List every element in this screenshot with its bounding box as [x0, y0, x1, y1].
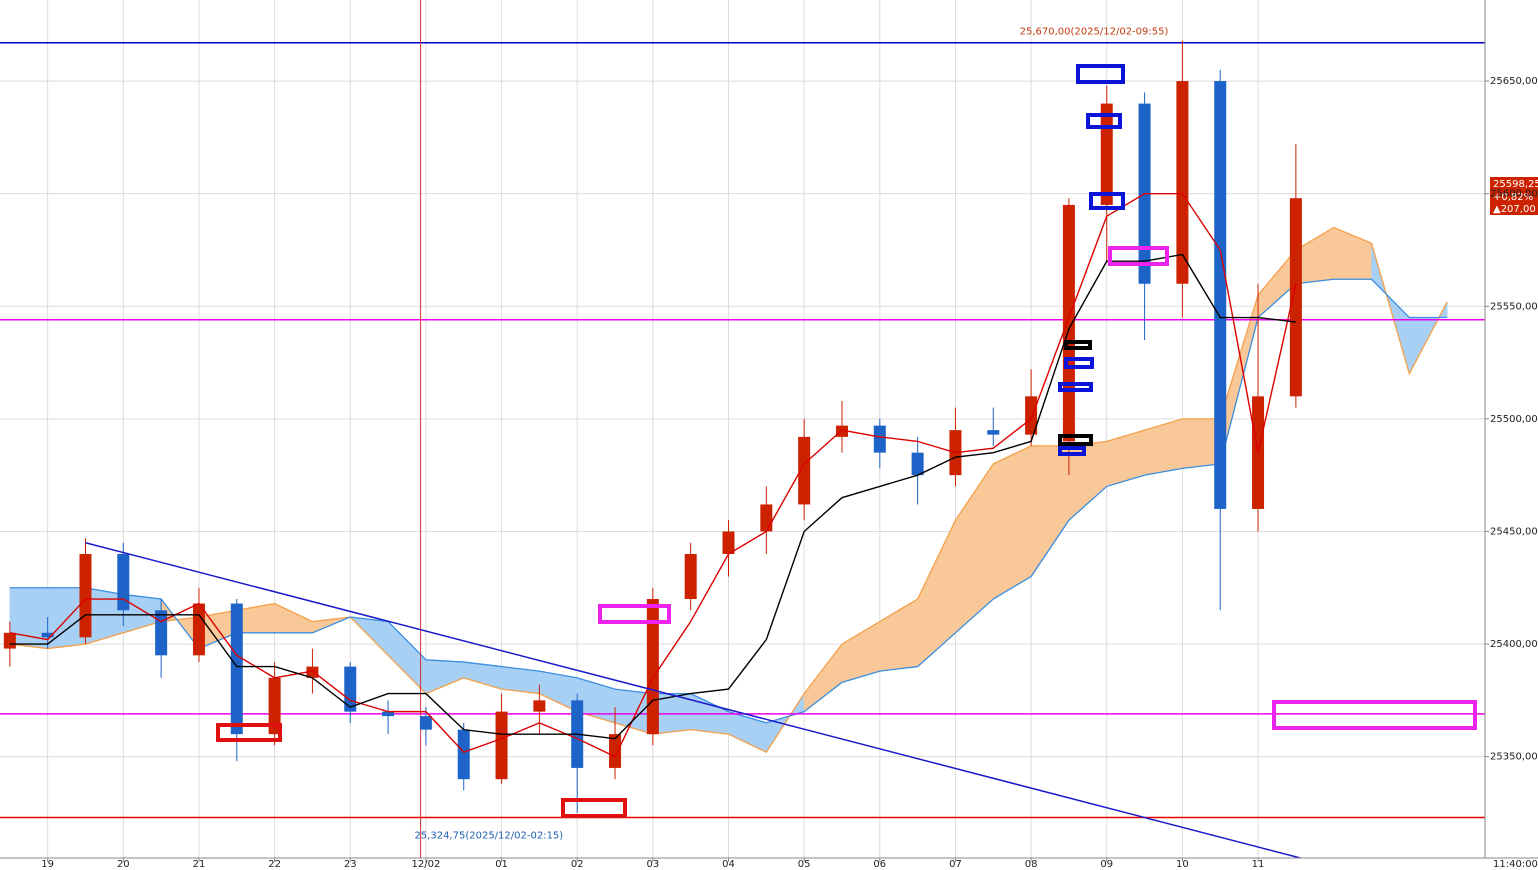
- candle-body: [268, 677, 281, 735]
- candle-body: [760, 504, 773, 532]
- y-tick-label: 25350,00: [1490, 752, 1538, 763]
- y-tick-label: 25550,00: [1490, 301, 1538, 312]
- candle-body: [306, 666, 319, 678]
- cloud-span-a: [9, 226, 1448, 753]
- candle-body: [911, 452, 924, 476]
- drawn-boxes: [216, 64, 1477, 818]
- candle-body: [344, 666, 357, 712]
- candle-body: [1289, 198, 1302, 397]
- candle-body: [155, 610, 168, 656]
- candle-body: [987, 430, 1000, 435]
- candle-body: [684, 553, 697, 600]
- box: [1108, 246, 1169, 266]
- y-tick-label: 25500,00: [1490, 414, 1538, 425]
- box: [1058, 382, 1093, 392]
- x-tick-label: 03: [646, 859, 659, 870]
- x-tick-label: 19: [41, 859, 54, 870]
- box: [1064, 357, 1094, 369]
- candle-body: [533, 700, 546, 712]
- y-tick-label: 25650,00: [1490, 76, 1538, 87]
- cloud-fill: [993, 445, 1032, 600]
- x-end-label: 11:40:00: [1493, 859, 1538, 870]
- x-tick-label: 07: [949, 859, 962, 870]
- x-tick-label: 08: [1025, 859, 1038, 870]
- candle-body: [722, 531, 735, 554]
- y-tick-label: 25600,00: [1490, 189, 1538, 200]
- candle-body: [419, 716, 432, 730]
- candle-body: [1100, 103, 1113, 205]
- candle-body: [230, 603, 243, 735]
- candle-body: [495, 711, 508, 780]
- plot-area: 25,670,00(2025/12/02-09:55) 25,324,75(202…: [0, 0, 1485, 859]
- x-tick-label: 12/02: [411, 859, 440, 870]
- annotation: 25,324,75(2025/12/02-02:15): [414, 830, 563, 841]
- box: [1086, 113, 1122, 129]
- indicator-line: [9, 192, 1297, 758]
- cloud-span-b: [9, 278, 1448, 724]
- trend-line: [85, 541, 1301, 859]
- y-tick-label: 25400,00: [1490, 639, 1538, 650]
- box: [1058, 434, 1093, 446]
- candle-body: [117, 553, 130, 611]
- x-tick-label: 09: [1100, 859, 1113, 870]
- box: [1064, 340, 1092, 350]
- x-tick-label: 20: [117, 859, 130, 870]
- candle-body: [646, 599, 659, 735]
- candle-body: [3, 632, 16, 649]
- candle-body: [457, 729, 470, 780]
- candle-body: [192, 603, 205, 656]
- indicator-line: [9, 253, 1296, 740]
- diff-label: ▲207,00: [1493, 204, 1536, 215]
- price-box: [1490, 177, 1538, 215]
- price-label: 25598,25: [1493, 179, 1538, 190]
- box: [1272, 700, 1477, 730]
- annotation: 25,670,00(2025/12/02-09:55): [1020, 27, 1169, 38]
- box: [1058, 446, 1086, 456]
- y-tick-label: 25450,00: [1490, 526, 1538, 537]
- candle-body: [609, 734, 622, 768]
- change-label: +0,82%: [1493, 192, 1533, 203]
- candle-body: [873, 425, 886, 453]
- box: [216, 723, 282, 742]
- x-tick-label: 01: [495, 859, 508, 870]
- x-tick-label: 05: [798, 859, 811, 870]
- candle-body: [382, 711, 395, 717]
- x-tick-label: 02: [571, 859, 584, 870]
- candle-body: [1176, 81, 1189, 284]
- candle-body: [835, 425, 848, 437]
- box: [598, 604, 671, 624]
- last-price-box: 25598,25 +0,82% ▲207,00: [1490, 177, 1538, 215]
- candle-body: [798, 436, 811, 505]
- box: [1089, 192, 1125, 210]
- candle-body: [79, 553, 92, 638]
- candle-body: [1062, 204, 1075, 442]
- box: [561, 798, 627, 818]
- candle-body: [1025, 396, 1038, 435]
- box: [1076, 64, 1125, 84]
- x-tick-label: 21: [193, 859, 206, 870]
- x-tick-label: 10: [1176, 859, 1189, 870]
- candle-body: [1214, 81, 1227, 509]
- x-tick-label: 22: [268, 859, 281, 870]
- x-tick-label: 06: [873, 859, 886, 870]
- candle-body: [41, 632, 54, 638]
- x-tick-label: 23: [344, 859, 357, 870]
- x-tick-label: 04: [722, 859, 735, 870]
- x-tick-label: 11: [1252, 859, 1265, 870]
